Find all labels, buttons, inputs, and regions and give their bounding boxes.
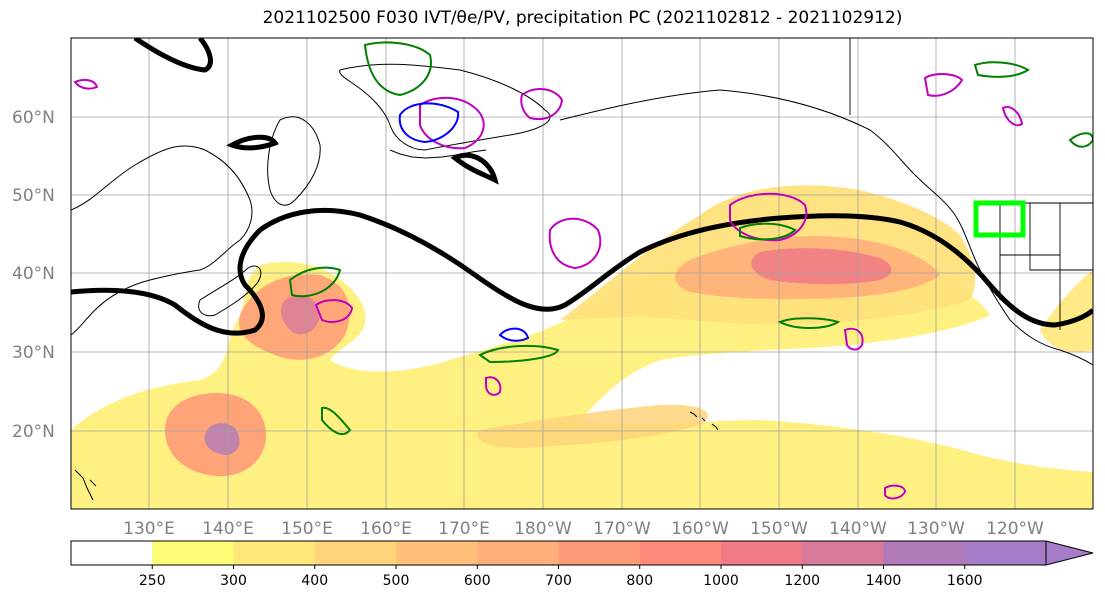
- pv-contour-magenta: [314, 299, 354, 323]
- colorbar-label: 700: [545, 573, 572, 589]
- colorbar-label: 1600: [947, 573, 983, 589]
- colorbar: 250 300 400 500 600 700 800 1000 1200 1400 1600: [70, 540, 1094, 589]
- lon-label-180: 180°W: [514, 519, 572, 539]
- pv-contour-magenta: [520, 88, 564, 120]
- ivt-shading: [71, 185, 1093, 509]
- pv-contour-green: [1068, 132, 1093, 148]
- lat-label-30n: 30°N: [12, 343, 55, 363]
- lon-label-170w: 170°W: [593, 519, 651, 539]
- lon-label-160e: 160°E: [360, 519, 412, 539]
- pv-contour-magenta: [923, 73, 964, 97]
- lat-labels: 60°N 50°N 40°N 30°N 20°N: [12, 108, 55, 442]
- lon-labels: 130°E 140°E 150°E 160°E 170°E 180°W 170°…: [123, 519, 1044, 539]
- colorbar-label: 1400: [866, 573, 902, 589]
- colorbar-label: 300: [220, 573, 247, 589]
- title-text: 2021102500 F030 IVT/θe/PV, precipitation…: [262, 8, 903, 28]
- lon-label-150w: 150°W: [750, 519, 808, 539]
- lon-label-120w: 120°W: [986, 519, 1044, 539]
- pv-contours: [73, 41, 1093, 500]
- coastline-japan: [198, 265, 262, 317]
- graticule: [71, 38, 1093, 509]
- pv-contour-magenta: [729, 192, 808, 242]
- ivt-band-coast: [1040, 270, 1093, 353]
- ivt-max-west: [280, 295, 320, 335]
- pv-contour-magenta: [1001, 106, 1024, 127]
- colorbar-label: 800: [626, 573, 653, 589]
- colorbar-segment: [639, 541, 722, 565]
- colorbar-segment: [802, 541, 884, 565]
- coastline-philippines: [74, 469, 97, 501]
- ivt-max-east: [751, 248, 892, 285]
- colorbar-label: 400: [301, 573, 328, 589]
- lon-label-130w: 130°W: [907, 519, 965, 539]
- target-region-box: [973, 200, 1026, 238]
- lon-label-130e: 130°E: [123, 519, 175, 539]
- coastline-hawaii: [689, 411, 719, 431]
- lat-label-20n: 20°N: [12, 422, 55, 442]
- theta-e-contour-north: [133, 38, 213, 73]
- colorbar-segment: [721, 541, 803, 565]
- coastline-north-america: [559, 89, 1093, 366]
- pv-contour-magenta: [843, 327, 864, 351]
- lat-label-50n: 50°N: [12, 186, 55, 206]
- pv-contour-magenta: [884, 484, 907, 500]
- colorbar-label: 600: [464, 573, 491, 589]
- pv-contour-magenta: [485, 376, 502, 396]
- colorbar-segment: [396, 541, 478, 565]
- colorbar-segment: [964, 541, 1047, 565]
- coastline-aleutians: [389, 149, 487, 159]
- border-states: [999, 203, 1093, 330]
- colorbar-segment: [477, 541, 559, 565]
- pv-contour-green: [321, 406, 352, 436]
- colorbar-label: 1000: [703, 573, 739, 589]
- lon-label-150e: 150°E: [281, 519, 333, 539]
- pv-contour-green: [288, 266, 342, 298]
- colorbar-segment: [233, 541, 316, 565]
- coastline-asia: [71, 145, 253, 336]
- colorbar-segment: [152, 541, 234, 565]
- lat-label-60n: 60°N: [12, 108, 55, 128]
- pv-contour-blue: [398, 102, 460, 144]
- coastlines: [71, 63, 1093, 501]
- colorbar-segment: [314, 541, 397, 565]
- chart-title: 2021102500 F030 IVT/θe/PV, precipitation…: [0, 8, 1105, 28]
- pv-contour-green: [478, 344, 560, 364]
- lon-label-160w: 160°W: [671, 519, 729, 539]
- theta-e-contour-alaska: [450, 152, 499, 185]
- theta-e-contour-okhotsk: [226, 134, 279, 151]
- colorbar-segment: [883, 541, 966, 565]
- colorbar-label: 1200: [784, 573, 820, 589]
- pv-contour-magenta: [73, 78, 99, 90]
- lon-label-140e: 140°E: [202, 519, 254, 539]
- pv-contour-blue: [498, 327, 530, 342]
- lon-label-140w: 140°W: [829, 519, 887, 539]
- coastline-alaska: [339, 63, 551, 151]
- ivt-band-south: [477, 404, 708, 448]
- pv-contour-magenta: [548, 217, 602, 270]
- colorbar-segment: [71, 541, 153, 565]
- coastline-kamchatka: [267, 116, 321, 206]
- colorbar-label: 500: [383, 573, 410, 589]
- lon-label-170e: 170°E: [438, 519, 490, 539]
- pv-contour-green: [777, 317, 841, 329]
- map-frame: [70, 37, 1094, 510]
- pv-contour-green: [973, 61, 1030, 78]
- pv-contour-green: [739, 222, 797, 241]
- map-area: [71, 38, 1093, 509]
- colorbar-segment: [558, 541, 641, 565]
- theta-e-contour: [71, 207, 1093, 336]
- colorbar-extend-arrow: [1045, 540, 1094, 566]
- lat-label-40n: 40°N: [12, 264, 55, 284]
- pv-contour-green: [363, 41, 432, 97]
- colorbar-label: 250: [139, 573, 166, 589]
